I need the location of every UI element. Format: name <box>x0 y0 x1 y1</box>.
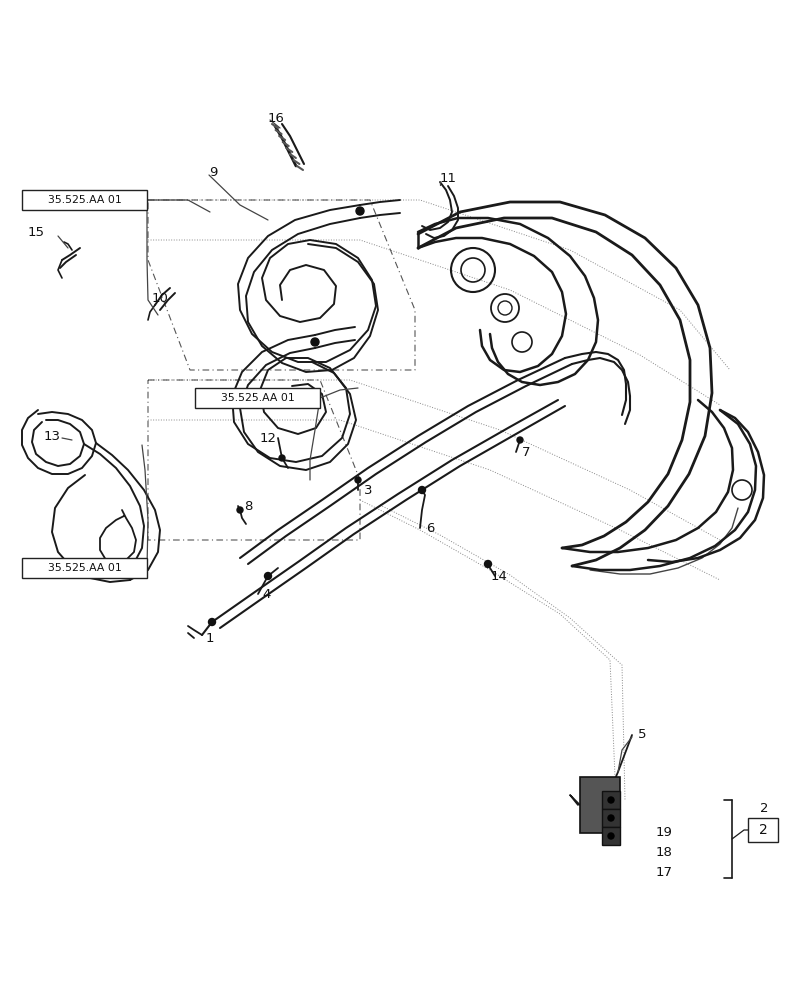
Text: 15: 15 <box>28 226 45 238</box>
Circle shape <box>355 477 361 483</box>
Text: 16: 16 <box>268 111 285 124</box>
Text: 2: 2 <box>760 802 768 814</box>
Bar <box>602 791 620 809</box>
Text: 19: 19 <box>656 826 673 838</box>
Circle shape <box>279 455 285 461</box>
Text: 35.525.AA 01: 35.525.AA 01 <box>48 563 121 573</box>
Text: 17: 17 <box>656 865 673 879</box>
Text: 5: 5 <box>638 728 646 742</box>
Text: 12: 12 <box>260 432 277 444</box>
Text: 35.525.AA 01: 35.525.AA 01 <box>221 393 294 403</box>
Text: 18: 18 <box>656 846 673 858</box>
Text: 9: 9 <box>209 165 217 178</box>
Text: 35.525.AA 01: 35.525.AA 01 <box>48 195 121 205</box>
Text: 7: 7 <box>522 446 531 458</box>
Text: 4: 4 <box>262 587 271 600</box>
Circle shape <box>356 207 364 215</box>
Bar <box>748 818 778 842</box>
Text: 1: 1 <box>206 632 214 645</box>
Text: 13: 13 <box>44 430 61 442</box>
Circle shape <box>517 437 523 443</box>
Circle shape <box>237 507 243 513</box>
Bar <box>602 827 620 845</box>
Circle shape <box>608 815 614 821</box>
Text: 3: 3 <box>364 484 372 496</box>
Circle shape <box>608 797 614 803</box>
Text: 6: 6 <box>426 522 435 534</box>
Text: 8: 8 <box>244 499 252 512</box>
Bar <box>602 809 620 827</box>
Bar <box>22 558 147 578</box>
Bar <box>22 190 147 210</box>
Circle shape <box>608 833 614 839</box>
Bar <box>195 388 320 408</box>
Bar <box>580 777 620 833</box>
Text: 2: 2 <box>759 823 768 837</box>
Circle shape <box>485 560 491 568</box>
Text: 14: 14 <box>491 570 508 582</box>
Circle shape <box>264 572 271 580</box>
Circle shape <box>419 487 426 493</box>
Text: 10: 10 <box>152 292 169 304</box>
Circle shape <box>311 338 319 346</box>
Text: 11: 11 <box>440 172 457 184</box>
Circle shape <box>208 618 216 626</box>
